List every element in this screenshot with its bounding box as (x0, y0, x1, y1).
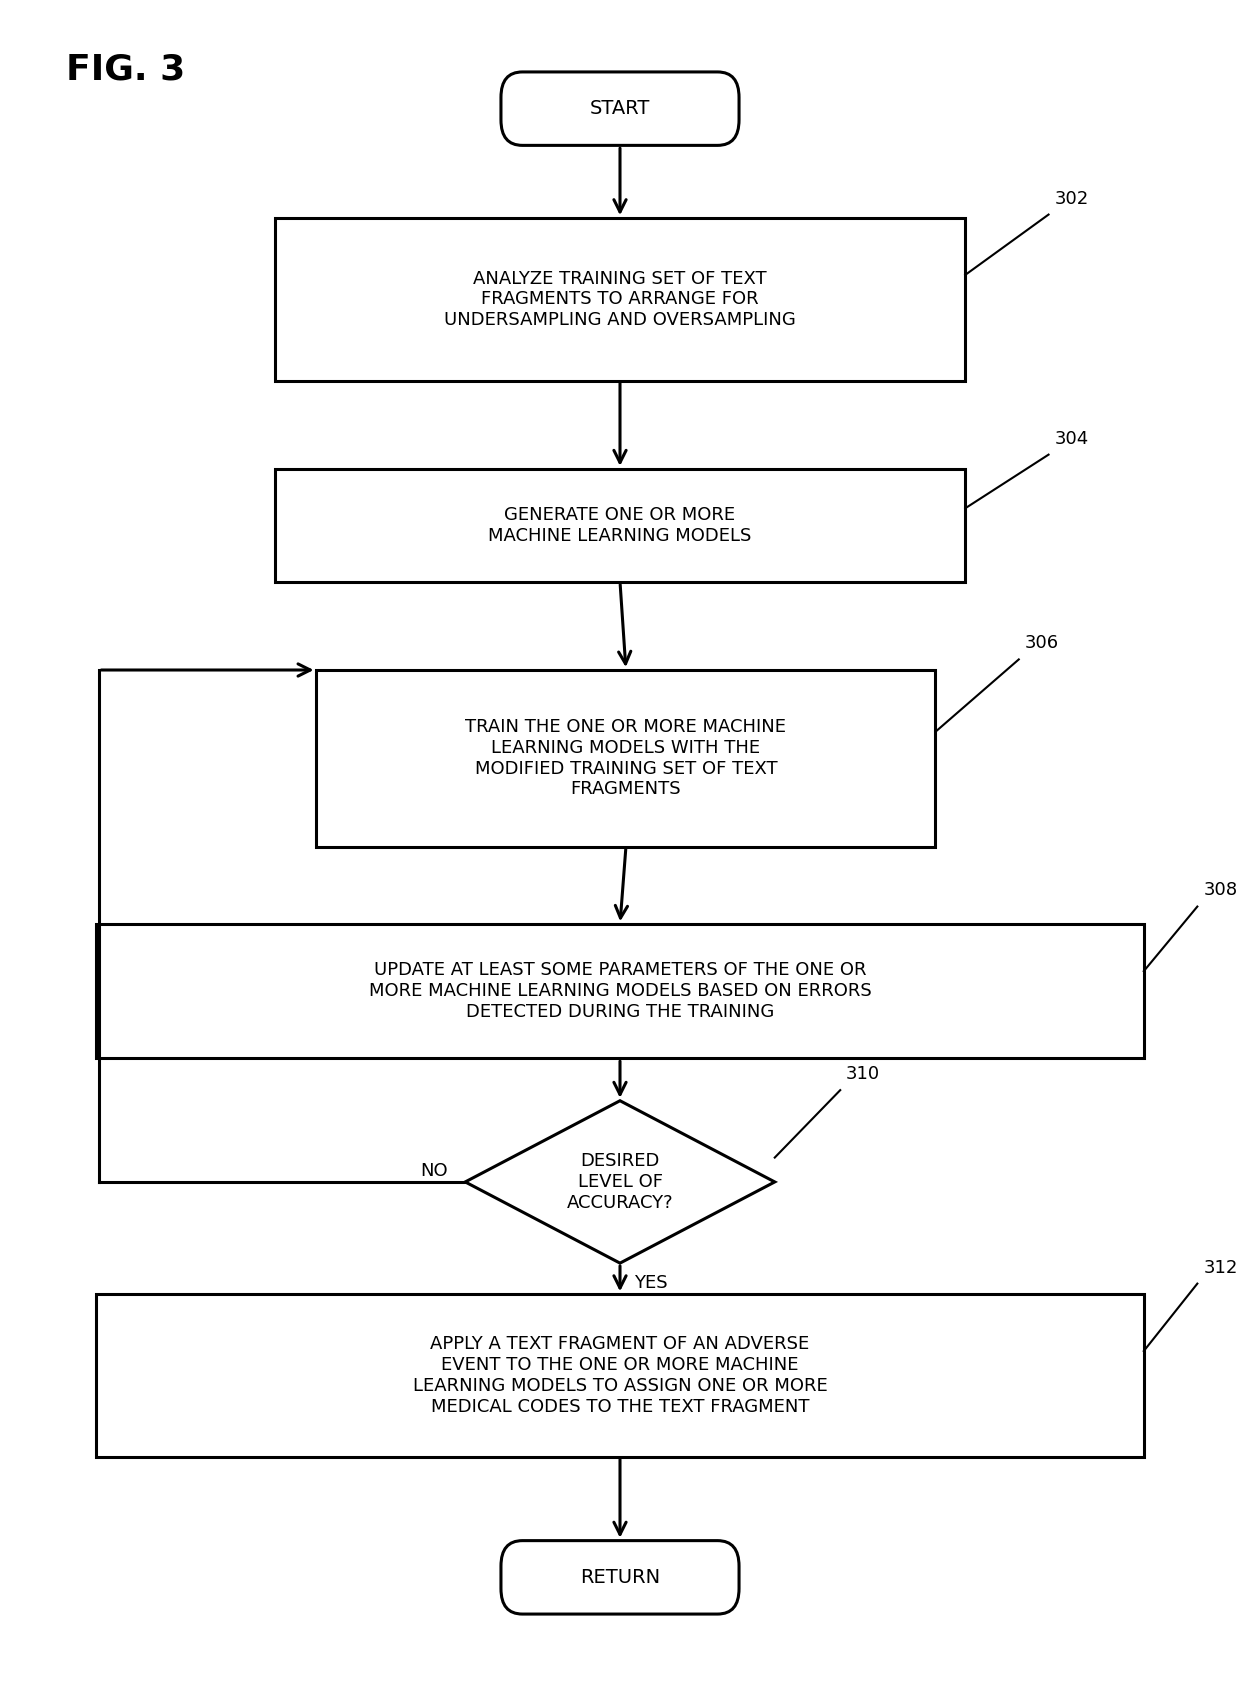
Text: 308: 308 (1203, 882, 1238, 900)
Text: RETURN: RETURN (580, 1568, 660, 1587)
Bar (97, 924, 1143, 1059)
Bar (316, 669, 935, 846)
Text: 304: 304 (1054, 430, 1089, 447)
Text: GENERATE ONE OR MORE
MACHINE LEARNING MODELS: GENERATE ONE OR MORE MACHINE LEARNING MO… (489, 506, 751, 545)
FancyBboxPatch shape (501, 1541, 739, 1614)
Text: 306: 306 (1024, 634, 1059, 652)
Text: DESIRED
LEVEL OF
ACCURACY?: DESIRED LEVEL OF ACCURACY? (567, 1152, 673, 1212)
Text: START: START (590, 99, 650, 118)
FancyBboxPatch shape (501, 72, 739, 145)
Text: UPDATE AT LEAST SOME PARAMETERS OF THE ONE OR
MORE MACHINE LEARNING MODELS BASED: UPDATE AT LEAST SOME PARAMETERS OF THE O… (368, 961, 872, 1022)
Text: TRAIN THE ONE OR MORE MACHINE
LEARNING MODELS WITH THE
MODIFIED TRAINING SET OF : TRAIN THE ONE OR MORE MACHINE LEARNING M… (465, 718, 786, 799)
Text: FIG. 3: FIG. 3 (67, 52, 186, 86)
Text: 310: 310 (846, 1066, 880, 1082)
Text: APPLY A TEXT FRAGMENT OF AN ADVERSE
EVENT TO THE ONE OR MORE MACHINE
LEARNING MO: APPLY A TEXT FRAGMENT OF AN ADVERSE EVEN… (413, 1335, 827, 1416)
Text: ANALYZE TRAINING SET OF TEXT
FRAGMENTS TO ARRANGE FOR
UNDERSAMPLING AND OVERSAMP: ANALYZE TRAINING SET OF TEXT FRAGMENTS T… (444, 270, 796, 329)
Text: NO: NO (420, 1162, 448, 1180)
Bar (275, 469, 965, 582)
Bar (275, 217, 965, 381)
Polygon shape (465, 1101, 775, 1263)
Text: YES: YES (635, 1275, 668, 1293)
Text: 312: 312 (1203, 1258, 1238, 1276)
Text: 302: 302 (1054, 189, 1089, 207)
Bar (97, 1295, 1143, 1457)
